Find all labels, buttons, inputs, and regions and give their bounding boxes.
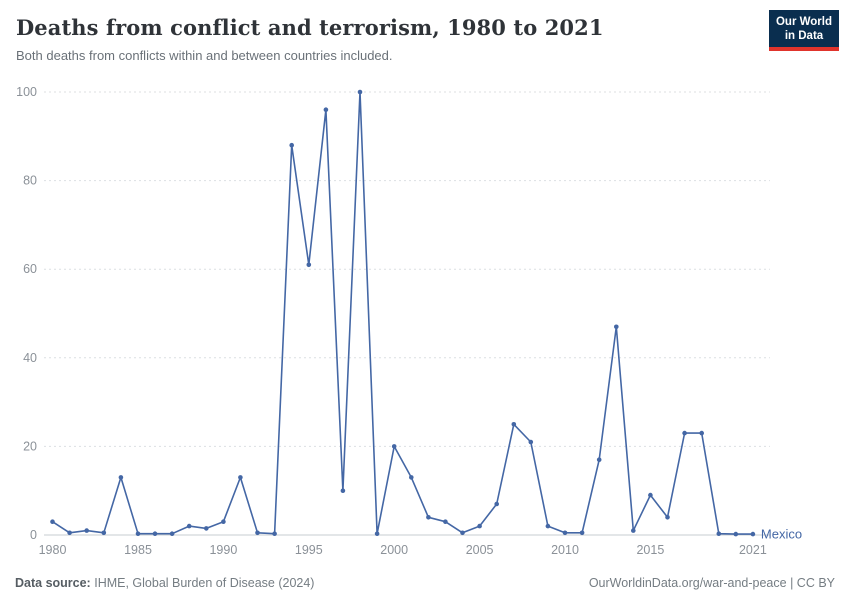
- data-point[interactable]: [750, 531, 756, 537]
- data-point[interactable]: [733, 531, 739, 537]
- data-point[interactable]: [101, 530, 107, 536]
- data-point[interactable]: [460, 530, 465, 536]
- data-point[interactable]: [699, 430, 704, 436]
- x-axis-tick-label: 2021: [739, 543, 767, 557]
- y-axis-tick-label: 80: [23, 174, 37, 188]
- data-point[interactable]: [716, 531, 722, 536]
- data-point[interactable]: [67, 530, 72, 536]
- y-axis-tick-label: 40: [23, 351, 37, 365]
- data-point[interactable]: [289, 142, 295, 148]
- data-point[interactable]: [238, 475, 243, 480]
- data-source-text: IHME, Global Burden of Disease (2024): [94, 576, 315, 590]
- data-point[interactable]: [340, 488, 346, 494]
- footer-attribution: OurWorldinData.org/war-and-peace | CC BY: [589, 576, 835, 590]
- series-label-mexico[interactable]: Mexico: [761, 527, 802, 542]
- data-point[interactable]: [221, 519, 226, 524]
- owid-logo-line2: in Data: [784, 30, 824, 43]
- x-axis-tick-label: 1990: [209, 543, 237, 557]
- data-point[interactable]: [169, 531, 175, 536]
- data-point[interactable]: [118, 475, 124, 480]
- data-point[interactable]: [682, 430, 687, 436]
- data-point[interactable]: [50, 519, 55, 524]
- data-point[interactable]: [135, 531, 141, 536]
- owid-url-link[interactable]: OurWorldinData.org/war-and-peace: [588, 576, 787, 590]
- data-point[interactable]: [409, 475, 414, 480]
- x-axis-tick-label: 2015: [636, 543, 664, 557]
- data-point[interactable]: [511, 422, 517, 427]
- y-axis-tick-label: 60: [23, 262, 37, 276]
- data-point[interactable]: [323, 107, 329, 112]
- data-source-label: Data source:: [15, 576, 91, 590]
- series-line-mexico[interactable]: [52, 91, 753, 535]
- data-point[interactable]: [648, 492, 653, 498]
- x-axis-tick-label: 2005: [466, 543, 494, 557]
- x-axis-tick-label: 2010: [551, 543, 579, 557]
- data-point[interactable]: [443, 519, 448, 524]
- data-point[interactable]: [562, 530, 568, 536]
- data-point[interactable]: [204, 526, 209, 531]
- data-point[interactable]: [426, 515, 431, 520]
- data-point[interactable]: [596, 457, 602, 463]
- footer-separator: |: [786, 576, 797, 590]
- x-axis-tick-label: 2000: [380, 543, 408, 557]
- owid-logo-line1: Our World: [775, 16, 832, 28]
- data-point[interactable]: [186, 523, 192, 529]
- data-point[interactable]: [272, 531, 277, 536]
- x-axis-tick-label: 1995: [295, 543, 323, 557]
- data-point[interactable]: [306, 262, 312, 268]
- data-point[interactable]: [391, 444, 397, 449]
- data-point[interactable]: [357, 89, 363, 95]
- data-point[interactable]: [545, 523, 551, 529]
- chart-header: Deaths from conflict and terrorism, 1980…: [0, 0, 850, 65]
- data-point[interactable]: [477, 523, 482, 529]
- data-point[interactable]: [152, 531, 158, 536]
- data-point[interactable]: [374, 531, 380, 536]
- y-axis-tick-label: 20: [23, 439, 37, 453]
- chart-subtitle: Both deaths from conflicts within and be…: [16, 48, 393, 63]
- data-point[interactable]: [579, 530, 585, 536]
- x-axis-tick-label: 1985: [124, 543, 152, 557]
- x-axis-tick-label: 1980: [39, 543, 67, 557]
- data-point[interactable]: [494, 501, 500, 507]
- data-source: Data source: IHME, Global Burden of Dise…: [15, 576, 314, 590]
- y-axis-tick-label: 100: [16, 85, 37, 99]
- data-point[interactable]: [665, 515, 670, 520]
- chart-footer: Data source: IHME, Global Burden of Dise…: [0, 566, 850, 600]
- data-point[interactable]: [614, 324, 619, 330]
- chart-title: Deaths from conflict and terrorism, 1980…: [16, 15, 604, 40]
- data-point[interactable]: [84, 528, 89, 533]
- data-point[interactable]: [631, 528, 636, 533]
- line-chart: 0 20 40 60 80 100 1980 1985 1990 1995 2000 2005 2010…: [16, 85, 802, 557]
- license-link[interactable]: CC BY: [796, 576, 835, 590]
- data-point[interactable]: [255, 530, 260, 536]
- data-point[interactable]: [528, 439, 534, 445]
- owid-logo[interactable]: Our World in Data: [769, 10, 839, 52]
- y-axis-tick-label: 0: [30, 528, 37, 542]
